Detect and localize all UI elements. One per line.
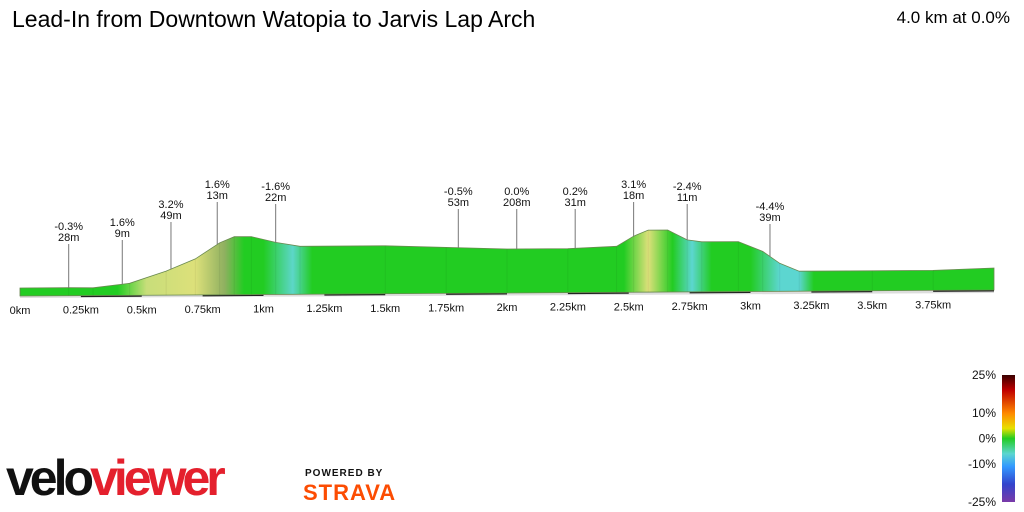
powered-by-label: POWERED BY	[305, 468, 384, 479]
legend-label: 25%	[972, 368, 996, 382]
annotation-grade: 0.0%	[504, 186, 529, 198]
annotation-length: 53m	[448, 197, 469, 209]
x-tick-label: 0.75km	[185, 304, 221, 316]
x-tick-label: 2.25km	[550, 302, 586, 314]
elevation-area	[19, 229, 995, 297]
annotation-length: 49m	[160, 210, 181, 222]
x-tick-label: 2.5km	[614, 301, 644, 313]
strava-logo: STRAVA	[303, 480, 397, 505]
x-tick-label: 3.75km	[915, 299, 951, 311]
legend-label: 10%	[972, 406, 996, 420]
annotation-length: 18m	[623, 190, 644, 202]
annotation-length: 11m	[677, 192, 698, 204]
x-tick-label: 2.75km	[672, 301, 708, 313]
x-tick-label: 0km	[10, 305, 31, 317]
annotation-grade: 3.2%	[158, 199, 183, 211]
legend-color-bar	[1002, 375, 1015, 502]
annotation-length: 31m	[564, 197, 585, 209]
annotation-length: 22m	[265, 192, 286, 204]
legend-label: -10%	[968, 457, 996, 471]
annotation-grade: -0.5%	[444, 186, 473, 198]
legend-label: 0%	[979, 432, 997, 446]
annotation-grade: -1.6%	[261, 181, 290, 193]
x-tick-label: 2km	[497, 302, 518, 314]
annotation-grade: -0.3%	[54, 221, 83, 233]
annotation-length: 13m	[207, 190, 228, 202]
legend-label: -25%	[968, 495, 996, 509]
route-summary: 4.0 km at 0.0%	[896, 8, 1010, 27]
annotation-grade: -4.4%	[756, 201, 785, 213]
logo-velo-text: velo	[6, 450, 94, 506]
annotation-length: 39m	[759, 212, 780, 224]
x-tick-label: 0.5km	[127, 304, 157, 316]
x-tick-label: 1.25km	[306, 303, 342, 315]
logo-viewer-text: viewer	[90, 450, 226, 506]
annotation-grade: 1.6%	[205, 179, 230, 191]
x-tick-label: 3.5km	[857, 300, 887, 312]
annotation-grade: 1.6%	[110, 217, 135, 229]
x-tick-label: 1.5km	[370, 303, 400, 315]
profile-layer	[19, 229, 995, 297]
annotation-grade: 0.2%	[563, 186, 588, 198]
x-tick-labels: 0km 0.25km 0.5km 0.75km 1km 1.25km 1.5km 1.75km…	[10, 299, 952, 317]
annotation-length: 9m	[115, 228, 130, 240]
annotation-length: 208m	[503, 197, 531, 209]
veloviewer-logo: veloviewer	[6, 448, 226, 508]
x-tick-label: 3km	[740, 301, 761, 313]
x-tick-label: 3.25km	[793, 300, 829, 312]
annotation-grade: 3.1%	[621, 179, 646, 191]
annotation-grade: -2.4%	[673, 181, 702, 193]
page-title: Lead-In from Downtown Watopia to Jarvis …	[12, 6, 536, 32]
x-tick-label: 1.75km	[428, 302, 464, 314]
grade-legend: 25% 10% 0% -10% -25%	[968, 368, 1015, 509]
annotation-length: 28m	[58, 232, 79, 244]
x-tick-label: 0.25km	[63, 305, 99, 317]
x-tick-label: 1km	[253, 304, 274, 316]
